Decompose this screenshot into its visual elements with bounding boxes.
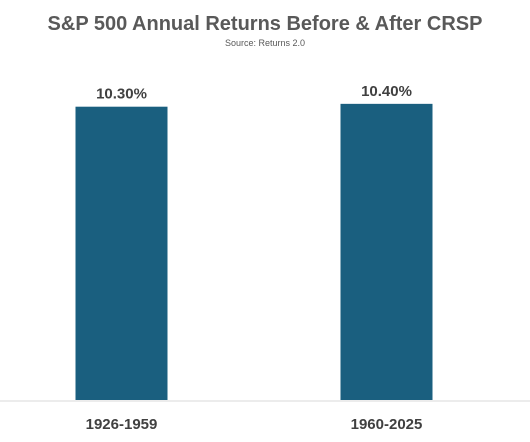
x-tick-label-1960-2025: 1960-2025: [351, 416, 423, 433]
chart-subtitle: Source: Returns 2.0: [225, 38, 305, 48]
chart-title: S&P 500 Annual Returns Before & After CR…: [48, 13, 483, 35]
bar-1960-2025: [340, 103, 433, 400]
data-label-1960-2025: 10.40%: [361, 83, 412, 100]
data-label-1926-1959: 10.30%: [96, 86, 147, 103]
bar-1926-1959: [75, 106, 168, 400]
x-tick-labels: 1926-1959 1960-2025: [86, 416, 423, 433]
x-tick-label-1926-1959: 1926-1959: [86, 416, 158, 433]
bar-group: 10.30% 10.40%: [75, 83, 433, 400]
